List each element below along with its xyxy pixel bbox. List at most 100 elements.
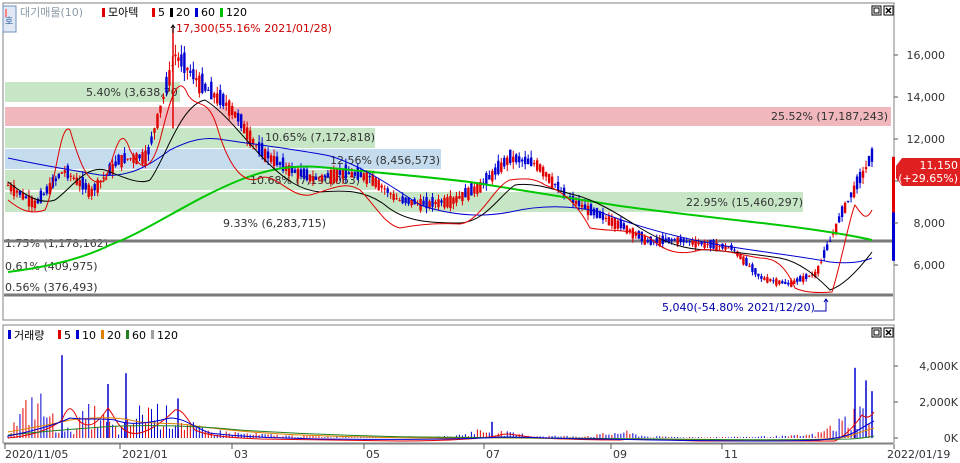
candle-body — [24, 196, 28, 198]
candle-body — [757, 273, 760, 277]
time-tick-label: 09 — [613, 448, 627, 461]
candle-body — [628, 229, 632, 232]
candle-body — [473, 186, 476, 194]
candle-body — [538, 164, 542, 172]
candle-body — [488, 175, 491, 180]
candle-body — [718, 246, 721, 248]
candle-body — [114, 161, 117, 167]
candle-body — [18, 190, 22, 195]
candle-body — [855, 176, 859, 190]
candle-body — [706, 244, 709, 246]
candle-body — [431, 197, 434, 207]
candle-body — [386, 188, 389, 193]
candle-body — [305, 169, 309, 181]
candle-body — [138, 154, 141, 159]
candle-body — [260, 143, 264, 157]
candle-body — [446, 197, 449, 208]
candle-body — [344, 164, 348, 179]
candle-body — [834, 223, 838, 233]
candle-body — [189, 70, 192, 73]
candle-body — [822, 250, 826, 258]
candle-body — [535, 160, 539, 171]
candle-body — [78, 180, 81, 187]
candle-body — [715, 242, 718, 252]
candle-body — [443, 197, 446, 208]
price-tick-label: 16,000 — [907, 49, 946, 62]
candle-body — [93, 184, 96, 191]
candle-body — [819, 261, 823, 263]
candle-body — [207, 89, 210, 91]
profile-band-label: 10.68% (7,190,063) — [250, 174, 360, 187]
candle-body — [470, 182, 473, 196]
candle-body — [248, 130, 252, 147]
candle-body — [778, 280, 781, 285]
candle-body — [658, 238, 661, 246]
candle-body — [676, 237, 679, 245]
candle-body — [727, 247, 730, 249]
candle-body — [245, 127, 249, 140]
candle-body — [162, 96, 165, 99]
candle-body — [186, 67, 189, 71]
candle-body — [649, 236, 652, 245]
maximize-icon[interactable] — [871, 5, 882, 16]
candle-body — [257, 142, 261, 155]
candle-body — [745, 258, 748, 266]
legend-swatch — [76, 330, 79, 339]
candle-body — [407, 197, 410, 204]
time-tick-label: 11 — [724, 448, 738, 461]
candle-body — [231, 106, 234, 116]
ma20-line — [7, 99, 873, 291]
candle-body — [643, 236, 646, 245]
profile-band — [5, 82, 180, 102]
candle-body — [503, 157, 506, 167]
legend-label: 120 — [157, 329, 178, 342]
candle-body — [201, 73, 204, 93]
profile-band-label: 25.52% (17,187,243) — [771, 110, 888, 123]
candle-body — [428, 201, 431, 208]
legend-swatch — [220, 8, 223, 17]
candle-body — [272, 156, 276, 167]
candle-body — [216, 93, 219, 104]
profile-band — [5, 128, 375, 148]
candle-body — [811, 274, 814, 276]
price-tick-label: 8,000 — [914, 217, 946, 230]
candle-body — [45, 186, 49, 194]
candle-body — [476, 183, 479, 194]
time-tick-label: 2020/11/05 — [5, 448, 68, 461]
candle-body — [422, 200, 425, 206]
candle-body — [837, 216, 841, 223]
candle-body — [497, 160, 500, 175]
candle-body — [275, 156, 279, 166]
candle-body — [326, 173, 330, 178]
time-tick-label: 05 — [366, 448, 380, 461]
price-tick-label: 12,000 — [907, 133, 946, 146]
candle-body — [389, 193, 392, 195]
candle-body — [377, 179, 380, 191]
max-annotation: 17,300(55.16% 2021/01/28) — [176, 22, 332, 35]
candle-body — [281, 157, 285, 171]
candle-body — [754, 268, 757, 275]
max-marker — [170, 24, 176, 33]
candle-body — [637, 231, 641, 239]
maximize-icon[interactable] — [871, 327, 882, 338]
ma120-line — [7, 165, 873, 273]
candle-body — [323, 175, 327, 178]
candle-body — [237, 113, 240, 122]
legend-ma-title: 모아텍 — [108, 6, 138, 19]
candle-body — [742, 256, 745, 265]
candle-body — [6, 185, 10, 187]
candle-body — [15, 190, 19, 193]
candle-body — [760, 276, 763, 279]
candle-body — [263, 149, 267, 162]
candle-body — [846, 200, 850, 202]
candle-body — [709, 239, 712, 248]
candle-body — [682, 238, 685, 243]
price-legend: 호 대기매물(10) 모아텍 5 20 60 120 — [2, 5, 247, 33]
candle-body — [840, 206, 844, 217]
candle-body — [159, 105, 162, 113]
candle-body — [296, 168, 300, 179]
candle-body — [592, 208, 596, 216]
candle-body — [141, 152, 144, 164]
candle-body — [213, 93, 216, 98]
candle-body — [144, 150, 147, 166]
